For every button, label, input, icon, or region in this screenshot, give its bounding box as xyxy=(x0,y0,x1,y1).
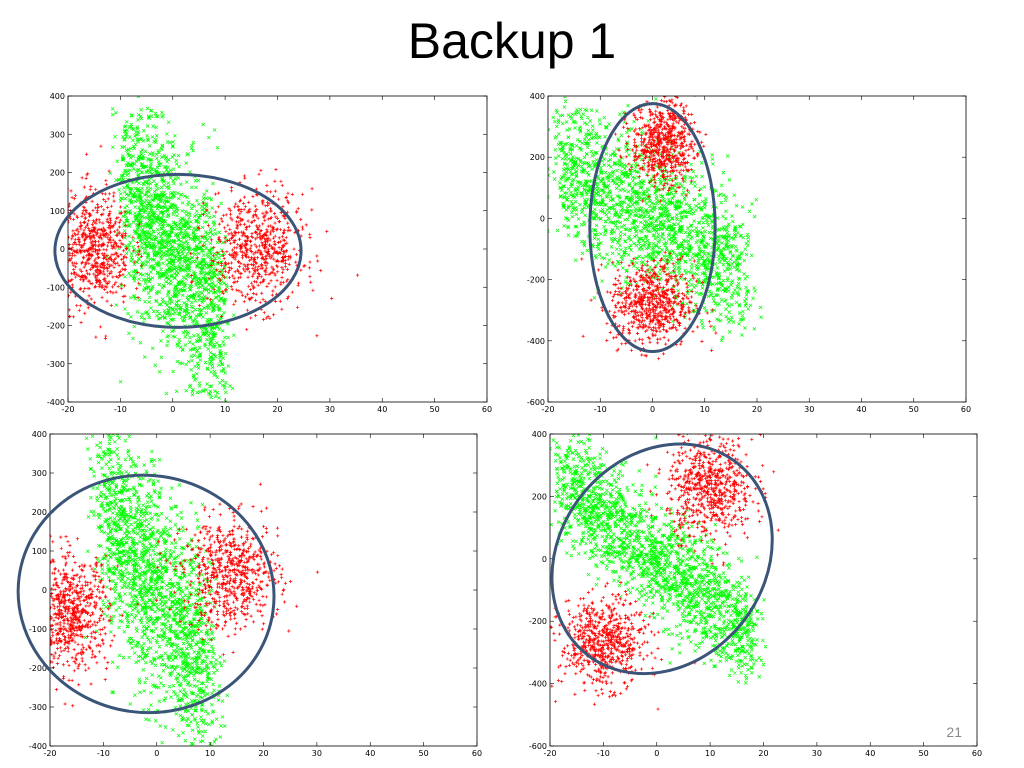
x-tick-label: -20 xyxy=(541,405,554,414)
x-tick-label: 60 xyxy=(482,405,492,414)
x-tick-label: -10 xyxy=(97,749,110,758)
x-tick-label: 10 xyxy=(705,749,715,758)
overlay-ellipse xyxy=(550,442,774,676)
scatter-plot-bottom-left: -20 -10 0 10 20 30 40 50 60-400-300-200-10001002… xyxy=(16,430,482,758)
y-tick-label: -400 xyxy=(47,398,65,407)
x-tick-label: 0 xyxy=(650,405,655,414)
scatter-plot-top-left: -20 -10 0 10 20 30 40 50 60-400-300-200-10001002… xyxy=(47,92,492,414)
x-tick-label: -20 xyxy=(543,749,556,758)
y-tick-label: 100 xyxy=(50,207,65,216)
overlay-ellipse xyxy=(53,172,303,329)
y-tick-label: -300 xyxy=(29,703,47,712)
x-tick-label: 60 xyxy=(961,405,971,414)
x-tick-label: 10 xyxy=(700,405,710,414)
y-tick-label: 400 xyxy=(32,430,47,439)
series-x-markers-0 xyxy=(550,434,768,685)
series-plus-markers-2 xyxy=(550,580,697,711)
x-tick-label: 50 xyxy=(430,405,440,414)
series-x-markers-0 xyxy=(548,96,763,343)
y-tick-label: -100 xyxy=(47,283,65,292)
series-plus-markers-1 xyxy=(50,534,140,708)
x-tick-label: -10 xyxy=(597,749,610,758)
point-cloud xyxy=(550,434,780,711)
scatter-plot-top-right: -20 -10 0 10 20 30 40 50 60 -600 -400 -200 0 200 400 xyxy=(527,92,971,414)
plot-frame xyxy=(67,95,488,403)
x-tick-label: 20 xyxy=(272,405,282,414)
y-tick-label: -400 xyxy=(29,742,47,751)
overlay-ellipse xyxy=(16,473,276,715)
x-tick-label: 0 xyxy=(170,405,175,414)
y-tick-label: 0 xyxy=(540,214,545,223)
x-tick-label: 50 xyxy=(909,405,919,414)
y-tick-label: 300 xyxy=(50,130,65,139)
y-tick-label: 0 xyxy=(60,245,65,254)
x-tick-label: 40 xyxy=(377,405,387,414)
y-tick-label: -600 xyxy=(529,742,547,751)
y-tick-label: -200 xyxy=(527,276,545,285)
point-cloud xyxy=(548,96,763,361)
x-tick-label: 30 xyxy=(812,749,822,758)
x-tick-label: -10 xyxy=(114,405,127,414)
y-tick-label: -400 xyxy=(527,337,545,346)
series-plus-markers-1 xyxy=(613,96,708,203)
y-tick-label: 400 xyxy=(50,92,65,101)
y-tick-label: -300 xyxy=(47,360,65,369)
y-tick-label: 0 xyxy=(42,586,47,595)
y-tick-label: 400 xyxy=(530,92,545,101)
y-tick-label: 400 xyxy=(532,430,547,439)
y-tick-label: 0 xyxy=(542,555,547,564)
series-plus-markers-2 xyxy=(189,167,360,338)
x-tick-label: -10 xyxy=(594,405,607,414)
scatter-plot-bottom-right: -20 -10 0 10 20 30 40 50 60 -600 -400 -200 0 200 400 xyxy=(529,430,982,758)
x-tick-label: 50 xyxy=(419,749,429,758)
x-tick-label: 40 xyxy=(365,749,375,758)
x-tick-label: 60 xyxy=(472,749,482,758)
x-tick-label: 0 xyxy=(154,749,159,758)
x-tick-label: -20 xyxy=(61,405,74,414)
x-tick-label: 10 xyxy=(220,405,230,414)
y-tick-label: 200 xyxy=(50,169,65,178)
series-plus-markers-1 xyxy=(645,434,780,567)
x-tick-label: 40 xyxy=(856,405,866,414)
y-tick-label: 200 xyxy=(530,153,545,162)
point-cloud xyxy=(68,96,360,402)
series-x-markers-0 xyxy=(105,96,236,402)
x-tick-label: 30 xyxy=(804,405,814,414)
series-plus-markers-1 xyxy=(68,144,144,341)
overlay-ellipse xyxy=(588,102,717,354)
plot-frame xyxy=(547,95,967,403)
y-tick-label: -100 xyxy=(29,625,47,634)
x-tick-label: 30 xyxy=(312,749,322,758)
x-tick-label: 50 xyxy=(919,749,929,758)
x-tick-label: -20 xyxy=(43,749,56,758)
x-tick-label: 10 xyxy=(205,749,215,758)
x-tick-label: 30 xyxy=(325,405,335,414)
x-tick-label: 20 xyxy=(258,749,268,758)
slide-number: 21 xyxy=(946,724,962,740)
y-tick-label: -200 xyxy=(529,617,547,626)
x-tick-label: 60 xyxy=(972,749,982,758)
x-tick-label: 40 xyxy=(865,749,875,758)
x-tick-label: 0 xyxy=(654,749,659,758)
series-x-markers-0 xyxy=(83,434,230,746)
y-tick-label: -400 xyxy=(529,680,547,689)
y-tick-label: -200 xyxy=(29,664,47,673)
series-plus-markers-2 xyxy=(580,250,718,361)
y-tick-label: -600 xyxy=(527,398,545,407)
y-tick-label: 300 xyxy=(32,469,47,478)
x-tick-label: 20 xyxy=(752,405,762,414)
y-tick-label: -200 xyxy=(47,322,65,331)
y-tick-label: 100 xyxy=(32,547,47,556)
series-plus-markers-2 xyxy=(154,482,320,657)
y-tick-label: 200 xyxy=(532,492,547,501)
slide-title: Backup 1 xyxy=(407,13,617,69)
y-tick-label: 200 xyxy=(32,508,47,517)
point-cloud xyxy=(50,434,320,746)
x-tick-label: 20 xyxy=(758,749,768,758)
